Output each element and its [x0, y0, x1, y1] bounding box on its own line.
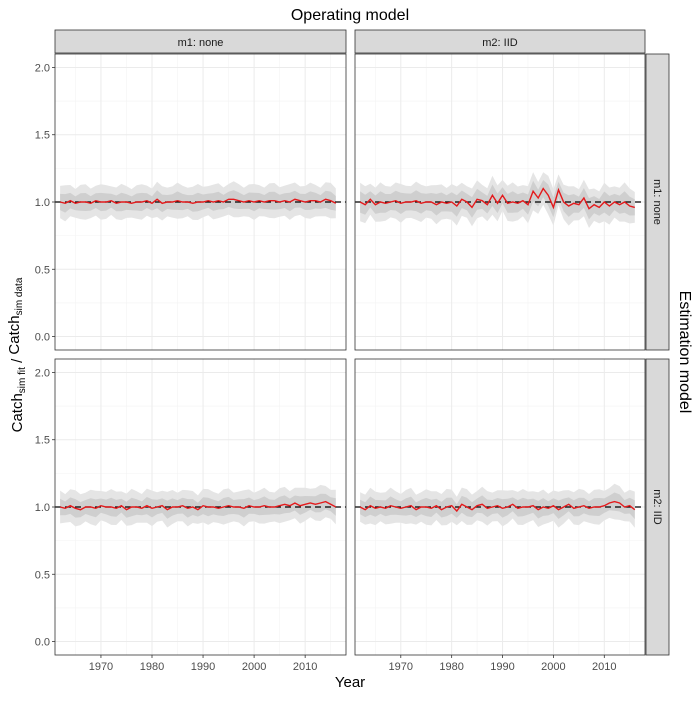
y-tick-label: 1.5	[35, 130, 50, 142]
facet-panel	[354, 53, 646, 351]
column-strip-label: m1: none	[178, 37, 224, 49]
x-tick-label: 2000	[541, 661, 565, 673]
y-tick-label: 0.0	[35, 332, 50, 344]
x-tick-label: 2010	[293, 661, 317, 673]
y-tick-label: 0.5	[35, 264, 50, 276]
estimation-model-label: Estimation model	[676, 291, 693, 414]
x-tick-label: 2010	[592, 661, 616, 673]
x-axis-label: Year	[335, 674, 365, 691]
y-tick-label: 1.0	[35, 197, 50, 209]
y-tick-label: 1.5	[35, 435, 50, 447]
y-tick-label: 0.5	[35, 569, 50, 581]
y-axis-label-part: /	[9, 355, 26, 368]
panel-border	[354, 358, 646, 656]
x-tick-label: 1980	[439, 661, 463, 673]
inner-interval-band	[60, 493, 336, 519]
y-tick-label: 2.0	[35, 62, 50, 74]
median-series-line	[59, 198, 337, 205]
x-tick-label: 1980	[140, 661, 164, 673]
x-tick-label: 1990	[191, 661, 215, 673]
x-tick-label: 1970	[89, 661, 113, 673]
chart-title: Operating model	[291, 7, 409, 24]
x-tick-label: 1970	[389, 661, 413, 673]
inner-interval-band	[360, 180, 635, 220]
row-strip-label: m1: none	[651, 179, 663, 225]
facet-panel: 0.0 0.5 1.0 1.5 2.0	[35, 53, 347, 351]
y-axis-label-subscript: sim fit	[17, 367, 28, 393]
facet-panel: 1970 1980 1990 2000 2010	[354, 358, 646, 673]
y-tick-label: 0.0	[35, 637, 50, 649]
y-tick-label: 2.0	[35, 367, 50, 379]
column-strip-label: m2: IID	[482, 37, 518, 49]
median-series-line	[59, 500, 337, 511]
x-tick-label: 2000	[242, 661, 266, 673]
row-strip	[645, 53, 670, 351]
median-series-line	[359, 500, 636, 513]
y-axis-label-subscript: sim data	[14, 277, 25, 315]
facet-panel: 0.0 0.5 1.0 1.5 2.0 1970 1980 1990 2000 2010	[35, 358, 347, 673]
row-strip	[645, 358, 670, 656]
column-strip	[354, 29, 646, 54]
y-tick-label: 1.0	[35, 502, 50, 514]
x-tick-label: 1990	[490, 661, 514, 673]
column-strip	[54, 29, 347, 54]
y-axis-label-part: Catch	[9, 393, 26, 432]
panel-border	[354, 53, 646, 351]
y-axis-label-part: Catch	[6, 315, 23, 354]
median-series-line	[359, 187, 635, 210]
row-strip-label: m2: IID	[651, 489, 663, 525]
y-axis-label: Catchsim fit / Catchsim data	[6, 277, 28, 432]
